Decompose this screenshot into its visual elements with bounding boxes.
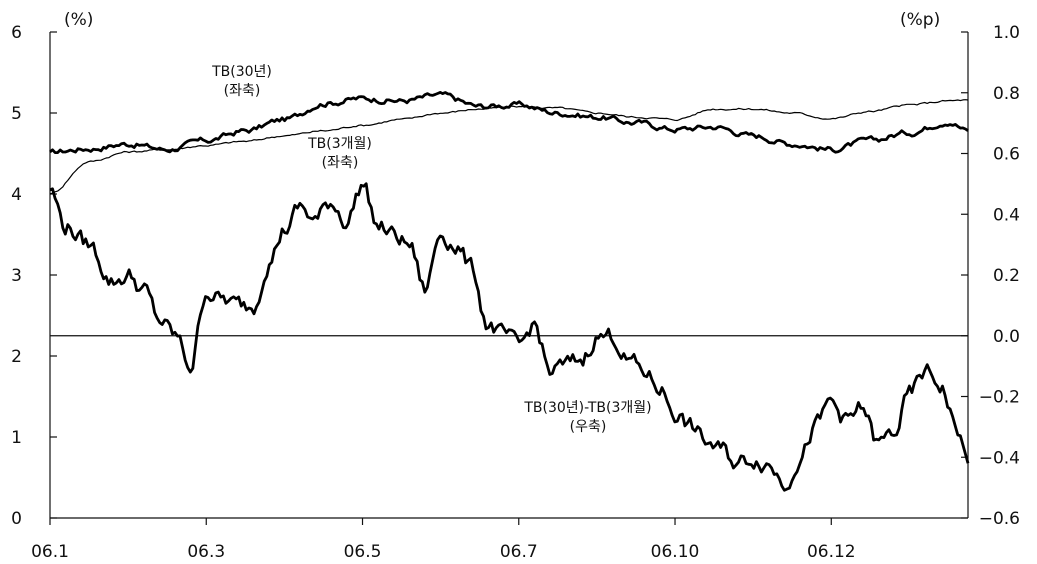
left-tick-label: 4 bbox=[11, 185, 22, 205]
left-tick-label: 1 bbox=[11, 428, 22, 448]
x-tick-label: 06.7 bbox=[500, 542, 538, 562]
right-tick-label: 1.0 bbox=[993, 23, 1020, 43]
series-annotation: TB(30년) (좌축) bbox=[211, 64, 272, 99]
left-tick-label: 3 bbox=[11, 266, 22, 286]
x-tick-label: 06.1 bbox=[31, 542, 69, 562]
right-tick-label: 0.6 bbox=[993, 145, 1020, 165]
left-tick-label: 5 bbox=[11, 104, 22, 124]
tb3m-line bbox=[49, 99, 969, 195]
annotation-line: TB(30년) bbox=[211, 64, 272, 80]
spread-line bbox=[49, 182, 970, 492]
right-tick-label: −0.4 bbox=[979, 448, 1020, 468]
x-tick-label: 06.3 bbox=[187, 542, 225, 562]
left-tick-label: 0 bbox=[11, 509, 22, 529]
series-annotation: TB(3개월) (좌축) bbox=[307, 136, 372, 171]
left-tick-label: 6 bbox=[11, 23, 22, 43]
left-tick-label: 2 bbox=[11, 347, 22, 367]
annotations: TB(30년) (좌축) TB(3개월) (좌축) TB(30년)-TB(3개월) (우축… bbox=[211, 64, 652, 435]
x-tick-label: 06.5 bbox=[344, 542, 382, 562]
tb30-line bbox=[49, 91, 969, 154]
right-tick-label: 0.4 bbox=[993, 205, 1020, 225]
x-tick-label: 06.12 bbox=[807, 542, 856, 562]
right-tick-label: −0.2 bbox=[979, 388, 1020, 408]
right-tick-label: 0.2 bbox=[993, 266, 1020, 286]
annotation-line: (우축) bbox=[570, 419, 607, 435]
series-lines bbox=[49, 91, 970, 492]
tick-labels: 0 1 2 3 4 5 6 −0.6 −0.4 −0.2 0.0 0.2 0.4 0.6 0.8 1.0 06.… bbox=[11, 23, 1020, 562]
right-axis-unit: (%p) bbox=[900, 10, 940, 30]
annotation-line: (좌축) bbox=[322, 155, 359, 171]
axes bbox=[49, 31, 969, 525]
x-tick-label: 06.10 bbox=[651, 542, 700, 562]
right-tick-label: −0.6 bbox=[979, 509, 1020, 529]
annotation-line: TB(30년)-TB(3개월) bbox=[523, 400, 651, 416]
series-annotation: TB(30년)-TB(3개월) (우축) bbox=[523, 400, 651, 435]
annotation-line: (좌축) bbox=[224, 83, 261, 99]
annotation-line: TB(3개월) bbox=[307, 136, 372, 152]
right-tick-label: 0.0 bbox=[993, 327, 1020, 347]
right-tick-label: 0.8 bbox=[993, 84, 1020, 104]
left-axis-unit: (%) bbox=[64, 10, 93, 30]
